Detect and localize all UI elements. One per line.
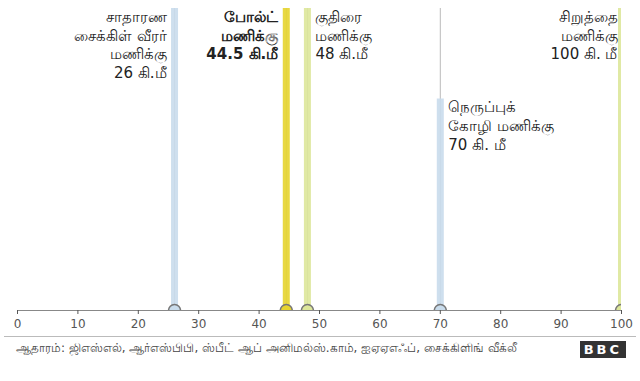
svg-text:சிறுத்தைமணிக்கு100 கி. மீ: சிறுத்தைமணிக்கு100 கி. மீ <box>551 8 618 64</box>
svg-text:30: 30 <box>191 317 206 331</box>
svg-text:20: 20 <box>131 317 146 331</box>
svg-text:40: 40 <box>251 317 266 331</box>
svg-text:போல்ட்மணிக்கு44.5 கி.மீ: போல்ட்மணிக்கு44.5 கி.மீ <box>206 8 279 64</box>
svg-text:60: 60 <box>372 317 387 331</box>
svg-text:90: 90 <box>553 317 568 331</box>
svg-text:10: 10 <box>70 317 85 331</box>
html-text:BBC: BBC <box>583 342 622 357</box>
svg-text:80: 80 <box>493 317 508 331</box>
svg-text:70: 70 <box>433 317 448 331</box>
svg-text:100: 100 <box>610 317 633 331</box>
svg-text:குதிரைமணிக்கு48 கி.மீ: குதிரைமணிக்கு48 கி.மீ <box>315 8 372 64</box>
svg-text:நெருப்புக்கோழி மணிக்கு70 கி. ம: நெருப்புக்கோழி மணிக்கு70 கி. மீ <box>448 98 554 154</box>
svg-text:0: 0 <box>14 317 22 331</box>
html-text:ஆதாரம்: ஜிஎஸ்எல், ஆர்எஸ்பிபி,: ஆதாரம்: ஜிஎஸ்எல், ஆர்எஸ்பிபி, ஸ்பீட் ஆப்… <box>16 341 517 355</box>
svg-text:50: 50 <box>312 317 327 331</box>
svg-text:சாதாரணசைக்கிள் வீரர்மணிக்கு26: சாதாரணசைக்கிள் வீரர்மணிக்கு26 கி.மீ <box>74 8 167 82</box>
